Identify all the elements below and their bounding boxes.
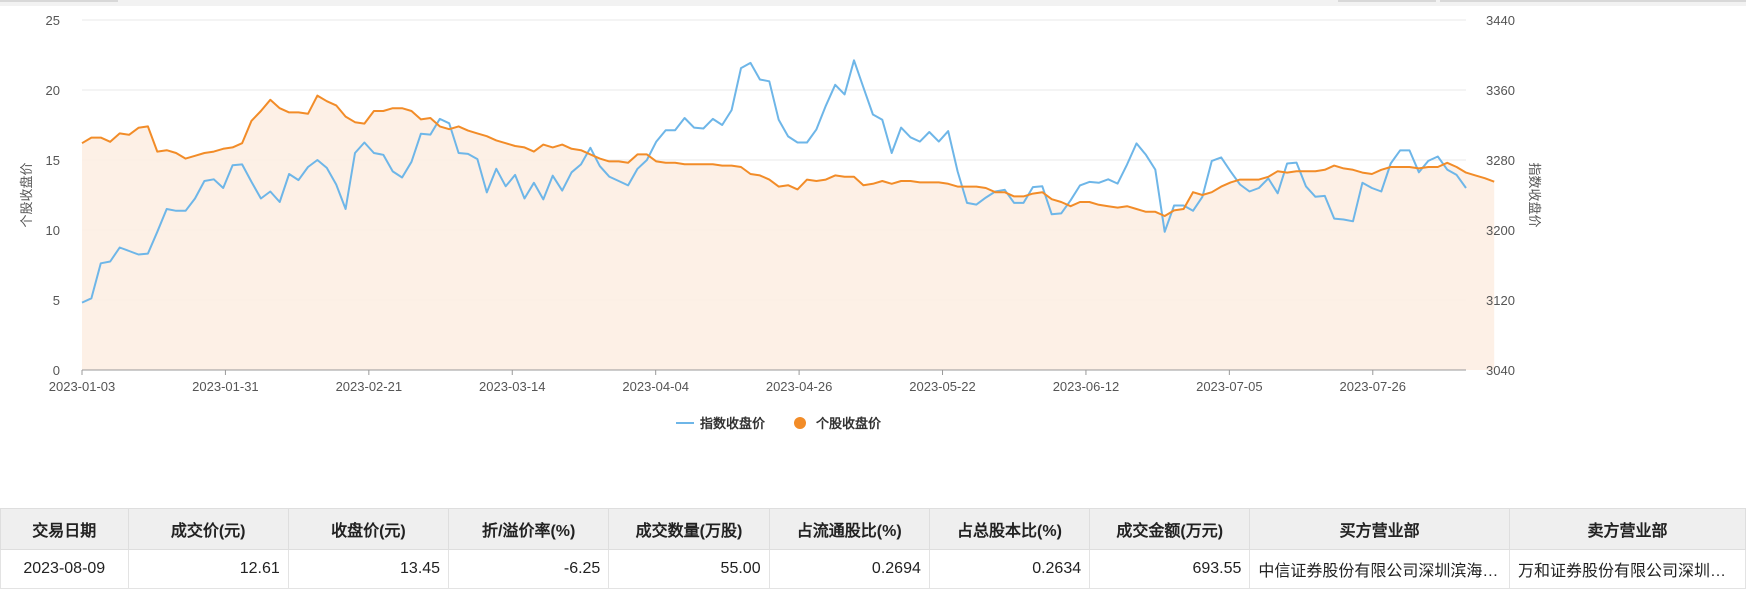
toolbar-tab-right-2[interactable] [1440, 0, 1746, 2]
table-cell: 12.61 [127, 549, 289, 589]
left-axis-tick-label: 5 [53, 293, 60, 308]
right-axis-tick-label: 3440 [1486, 13, 1515, 28]
right-axis-tick-label: 3280 [1486, 153, 1515, 168]
table-cell: 万和证券股份有限公司深圳分公司 [1508, 549, 1746, 589]
table-cell: 0.2694 [768, 549, 930, 589]
table-header-cell: 占总股本比(%) [928, 508, 1091, 550]
legend-item[interactable]: 指数收盘价 [676, 416, 766, 431]
left-axis-tick-label: 25 [46, 13, 60, 28]
right-axis-title: 指数收盘价 [1527, 162, 1542, 227]
right-axis-tick-label: 3360 [1486, 83, 1515, 98]
x-axis-tick-label: 2023-05-22 [909, 379, 976, 394]
x-axis-tick-label: 2023-04-26 [766, 379, 833, 394]
right-axis-tick-label: 3120 [1486, 293, 1515, 308]
x-axis-tick-label: 2023-07-05 [1196, 379, 1263, 394]
stock-price-area [82, 95, 1495, 370]
table-header-cell: 卖方营业部 [1508, 508, 1746, 550]
x-axis-tick-label: 2023-01-31 [192, 379, 259, 394]
right-axis-tick-label: 3200 [1486, 223, 1515, 238]
toolbar-tab-right-1[interactable] [1338, 0, 1436, 2]
table-cell: 0.2634 [928, 549, 1091, 589]
left-axis-tick-label: 0 [53, 363, 60, 378]
left-axis-tick-label: 20 [46, 83, 60, 98]
table-header-cell: 成交数量(万股) [608, 508, 770, 550]
table-header-cell: 占流通股比(%) [768, 508, 930, 550]
table-header-cell: 买方营业部 [1249, 508, 1510, 550]
legend-label: 指数收盘价 [700, 416, 766, 431]
table-header-cell: 交易日期 [0, 508, 129, 550]
legend-item[interactable]: 个股收盘价 [794, 416, 882, 431]
table-header-cell: 折/溢价率(%) [448, 508, 610, 550]
table-cell: 693.55 [1089, 549, 1251, 589]
table-cell: 中信证券股份有限公司深圳滨海大道证券营业部 [1249, 549, 1510, 589]
x-axis-tick-label: 2023-04-04 [622, 379, 689, 394]
table-header-cell: 成交金额(万元) [1089, 508, 1251, 550]
legend-dot-marker [794, 417, 806, 429]
x-axis-tick-label: 2023-07-26 [1340, 379, 1407, 394]
top-toolbar-strip [0, 0, 1746, 6]
table-header-row: 交易日期 成交价(元) 收盘价(元) 折/溢价率(%) 成交数量(万股) 占流通股比(%)… [0, 508, 1746, 550]
block-trade-table: 交易日期 成交价(元) 收盘价(元) 折/溢价率(%) 成交数量(万股) 占流通股比(%)… [0, 508, 1746, 589]
table-row: 2023-08-09 12.61 13.45 -6.25 55.00 0.2694 0.26… [0, 549, 1746, 589]
table-cell: 2023-08-09 [0, 549, 129, 589]
legend-label: 个股收盘价 [815, 416, 882, 431]
table-header-cell: 成交价(元) [127, 508, 289, 550]
right-axis-tick-label: 3040 [1486, 363, 1515, 378]
toolbar-tab-left[interactable] [0, 0, 118, 2]
table-cell: 55.00 [608, 549, 770, 589]
left-axis-tick-label: 15 [46, 153, 60, 168]
index-close-line [81, 59, 1467, 304]
x-axis-tick-label: 2023-06-12 [1053, 379, 1120, 394]
chart-series-lines [81, 59, 1495, 304]
table-cell: 13.45 [287, 549, 450, 589]
stock-close-line [81, 94, 1495, 217]
chart-axes: 0 5 10 15 20 25 3040 3120 3200 3280 3360 3440 个股收盘价 指… [19, 13, 1542, 394]
stock-area-fill [82, 95, 1495, 370]
x-axis-tick-label: 2023-01-03 [49, 379, 116, 394]
table-cell: -6.25 [448, 549, 610, 589]
x-axis-tick-label: 2023-02-21 [336, 379, 403, 394]
x-axis-tick-label: 2023-03-14 [479, 379, 546, 394]
chart-legend: 指数收盘价 个股收盘价 [676, 416, 882, 431]
table-header-cell: 收盘价(元) [287, 508, 450, 550]
left-axis-title: 个股收盘价 [19, 162, 34, 227]
price-comparison-chart: 0510152025304031203200328033603440个股收盘价指… [19, 13, 1542, 431]
left-axis-tick-label: 10 [46, 223, 60, 238]
